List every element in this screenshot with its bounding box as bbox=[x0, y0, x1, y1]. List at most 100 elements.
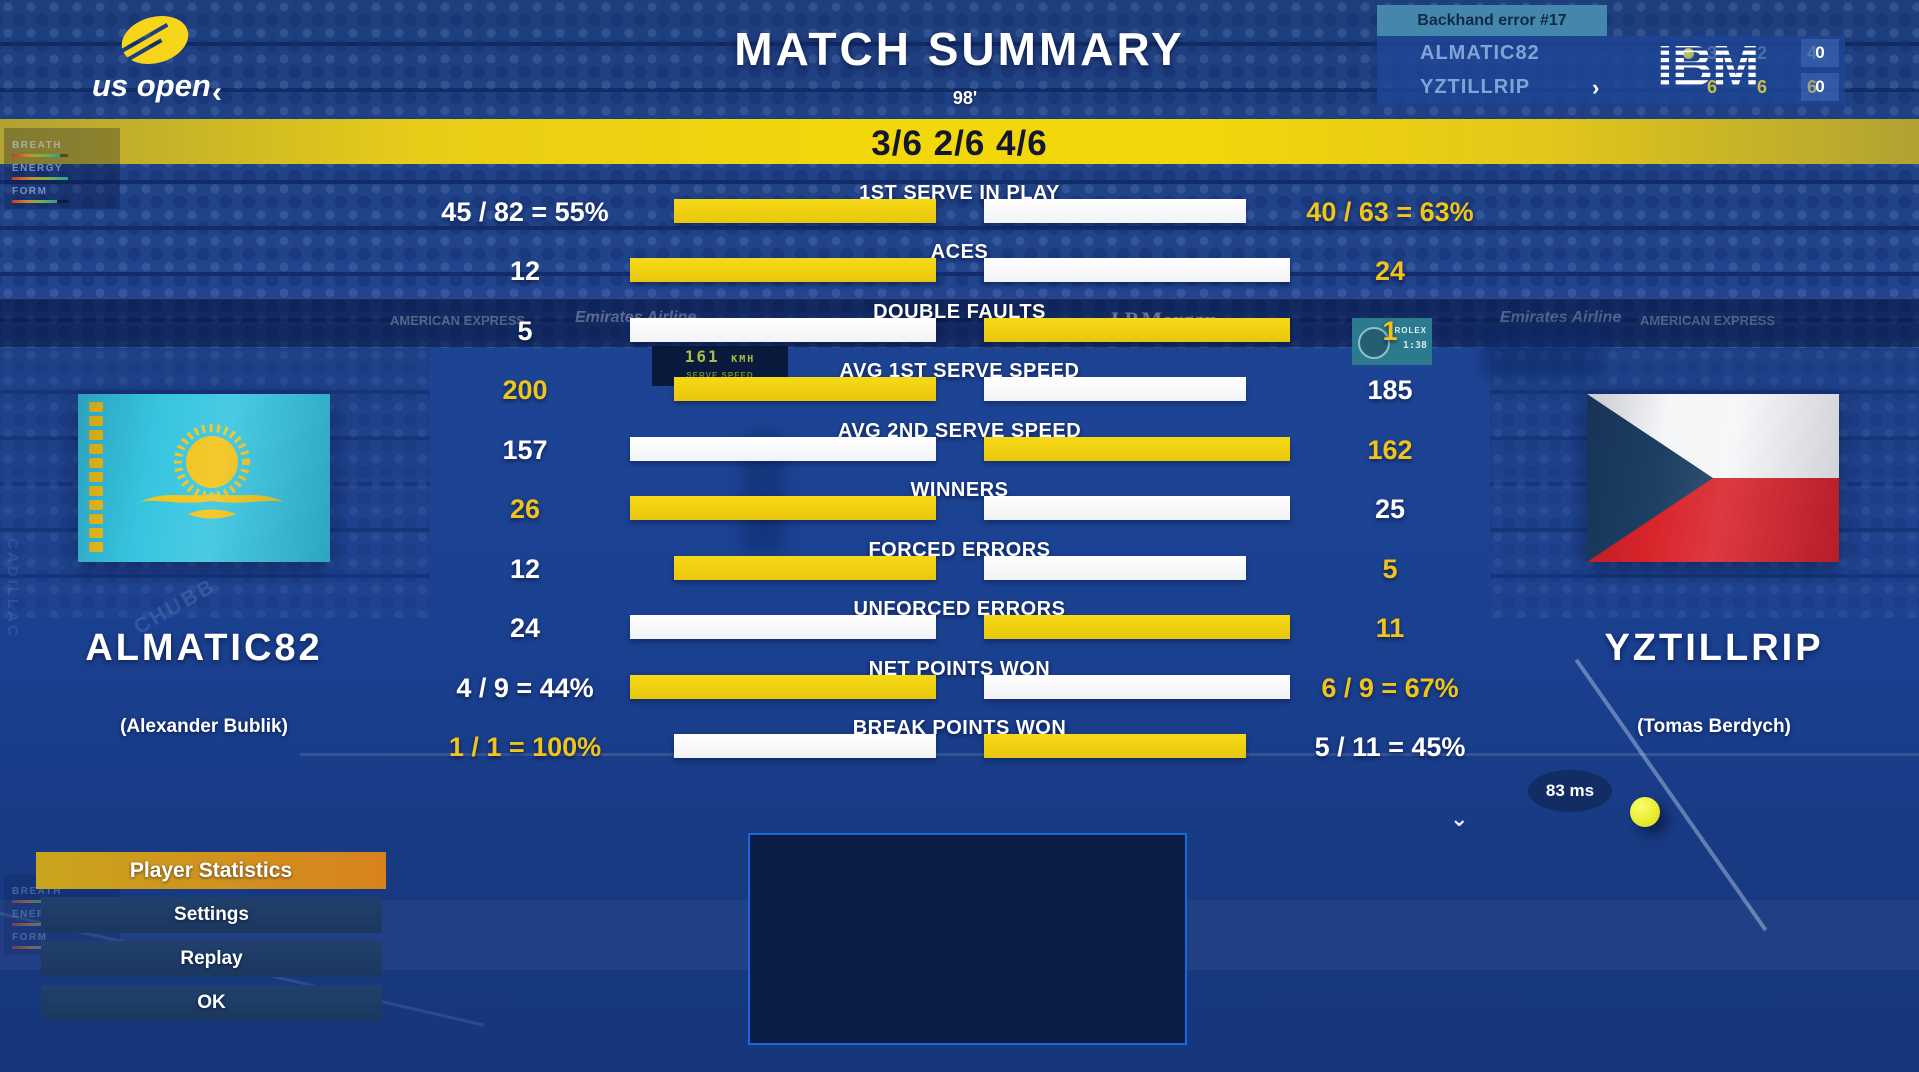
form-gauge-label: FORM bbox=[12, 932, 48, 943]
stat-value-left: 1 / 1 = 100% bbox=[448, 732, 602, 762]
stat-row-unforced-errors: UNFORCED ERRORS 24 11 bbox=[0, 598, 1919, 656]
stat-value-left: 12 bbox=[509, 554, 541, 584]
stat-bar-right bbox=[984, 258, 1290, 282]
player2-real-name: (Tomas Berdych) bbox=[1637, 716, 1791, 737]
sponsor-text: AMERICAN EXPRESS bbox=[390, 313, 526, 328]
energy-gauge bbox=[12, 923, 68, 926]
breath-gauge-label: BREATH bbox=[12, 140, 62, 151]
stat-value-right: 24 bbox=[1374, 256, 1406, 286]
scoreboard-player2-name: YZTILLRIP bbox=[1420, 76, 1531, 98]
energy-gauge bbox=[12, 177, 68, 180]
next-event-chevron-icon[interactable]: › bbox=[1592, 75, 1600, 100]
stat-bar-right bbox=[984, 734, 1246, 758]
stat-bar-right bbox=[984, 556, 1246, 580]
stat-bar-right bbox=[984, 377, 1246, 401]
stat-value-right: 11 bbox=[1375, 613, 1405, 643]
match-duration: 98' bbox=[952, 88, 978, 108]
flag-shading bbox=[1587, 394, 1839, 562]
stat-bar-right bbox=[984, 437, 1290, 461]
form-gauge bbox=[12, 200, 68, 203]
camera-crew-silhouette bbox=[1480, 330, 1600, 380]
sponsor-text: Emirates Airline bbox=[1500, 309, 1622, 326]
ping-bubble bbox=[1528, 770, 1612, 812]
kazakhstan-flag bbox=[78, 394, 330, 567]
menu-item-player-statistics[interactable]: Player Statistics bbox=[36, 852, 386, 889]
menu-item-replay[interactable]: Replay bbox=[41, 941, 382, 977]
sponsor-text: AMERICAN EXPRESS bbox=[1640, 313, 1776, 328]
stat-value-right: 40 / 63 = 63% bbox=[1306, 197, 1474, 227]
energy-gauge-label: ENERGY bbox=[12, 163, 64, 174]
flag-shading bbox=[78, 394, 330, 562]
stat-value-right: 1 bbox=[1382, 316, 1398, 346]
stat-row-avg-2nd-serve-speed: AVG 2ND SERVE SPEED 157 162 bbox=[0, 420, 1919, 478]
stat-bar-right bbox=[984, 318, 1290, 342]
scoreboard-player1-game: 0 bbox=[1801, 39, 1839, 67]
ping-value: 83 ms bbox=[1545, 781, 1595, 800]
scoreboard-player1-sets: 3 2 4 bbox=[1707, 43, 1817, 63]
scoreboard-row-player2: › YZTILLRIP 6 6 6 0 bbox=[1377, 70, 1845, 104]
player1-nickname: ALMATIC82 bbox=[85, 627, 323, 669]
stat-value-left: 4 / 9 = 44% bbox=[456, 673, 594, 703]
stat-value-right: 5 / 11 = 45% bbox=[1314, 732, 1466, 762]
stat-value-right: 25 bbox=[1374, 494, 1406, 524]
stat-bar-right bbox=[984, 496, 1290, 520]
stat-label: WINNERS bbox=[910, 479, 1009, 501]
stat-label: UNFORCED ERRORS bbox=[853, 598, 1066, 620]
stat-row-winners: WINNERS 26 25 bbox=[0, 479, 1919, 537]
back-chevron-icon[interactable]: ‹ bbox=[212, 76, 222, 109]
stat-label: 1ST SERVE IN PLAY bbox=[859, 182, 1060, 204]
svg-text:IBM: IBM bbox=[1657, 35, 1758, 93]
stat-value-right: 162 bbox=[1367, 435, 1413, 465]
us-open-logo-ball bbox=[121, 15, 189, 65]
czech-republic-flag bbox=[1587, 394, 1839, 567]
court-clock: ROLEX 1:38 bbox=[1352, 318, 1432, 365]
stat-label: NET POINTS WON bbox=[868, 658, 1051, 680]
energy-gauge-label: ENERGY bbox=[12, 909, 64, 920]
stat-label: ACES bbox=[930, 241, 989, 263]
stat-bar-right bbox=[984, 615, 1290, 639]
stat-value-left: 5 bbox=[517, 316, 533, 346]
stat-bar-right bbox=[984, 199, 1246, 223]
menu-item-ok[interactable]: OK bbox=[41, 985, 382, 1021]
stat-row-break-points: BREAK POINTS WON 1 / 1 = 100% 5 / 11 = 4… bbox=[0, 717, 1919, 775]
stat-bar-left bbox=[674, 199, 936, 223]
scoreboard-player2-sets: 6 6 6 bbox=[1707, 77, 1817, 97]
menu-item-settings[interactable]: Settings bbox=[41, 897, 382, 933]
stat-value-right: 5 bbox=[1382, 554, 1398, 584]
stat-label: DOUBLE FAULTS bbox=[873, 301, 1046, 323]
final-score: 3/6 2/6 4/6 bbox=[871, 124, 1048, 163]
form-gauge-label: FORM bbox=[12, 186, 48, 197]
stat-row-net-points: NET POINTS WON 4 / 9 = 44% 6 / 9 = 67% bbox=[0, 658, 1919, 716]
us-open-logo-text: us open bbox=[92, 68, 211, 103]
stat-row-avg-1st-serve-speed: AVG 1ST SERVE SPEED 200 185 bbox=[0, 360, 1919, 418]
stat-label: AVG 2ND SERVE SPEED bbox=[837, 420, 1082, 442]
collapse-chevron-icon[interactable]: ⌄ bbox=[1450, 806, 1469, 831]
stat-bar-right bbox=[984, 675, 1290, 699]
player2-nickname: YZTILLRIP bbox=[1604, 627, 1824, 669]
stat-value-left: 200 bbox=[502, 375, 548, 405]
scoreboard-row-player1: ALMATIC82 3 2 4 0 bbox=[1377, 36, 1845, 70]
score-band bbox=[0, 119, 1919, 164]
stat-row-double-faults: DOUBLE FAULTS 5 1 bbox=[0, 301, 1919, 359]
match-menu-panel bbox=[748, 833, 1187, 1045]
stat-label: BREAK POINTS WON bbox=[852, 717, 1067, 739]
stat-bar-left bbox=[630, 496, 936, 520]
stat-bar-left bbox=[630, 318, 936, 342]
stat-row-forced-errors: FORCED ERRORS 12 5 bbox=[0, 539, 1919, 597]
scoreboard-panel bbox=[1377, 36, 1845, 104]
stat-value-right: 185 bbox=[1367, 375, 1413, 405]
stat-row-1st-serve: 1ST SERVE IN PLAY 45 / 82 = 55% 40 / 63 … bbox=[0, 182, 1919, 240]
serve-indicator-ball-icon bbox=[1683, 48, 1694, 59]
tennis-ball-icon bbox=[1630, 797, 1660, 827]
stat-bar-left bbox=[674, 734, 936, 758]
player1-real-name: (Alexander Bublik) bbox=[120, 716, 288, 737]
stat-value-right: 6 / 9 = 67% bbox=[1321, 673, 1459, 703]
stat-bar-left bbox=[674, 556, 936, 580]
stat-label: FORCED ERRORS bbox=[868, 539, 1051, 561]
stat-value-left: 157 bbox=[502, 435, 548, 465]
stat-bar-left bbox=[630, 675, 936, 699]
stat-value-left: 12 bbox=[509, 256, 541, 286]
stat-value-left: 45 / 82 = 55% bbox=[441, 197, 609, 227]
last-event-banner: Backhand error #17 bbox=[1377, 5, 1607, 36]
